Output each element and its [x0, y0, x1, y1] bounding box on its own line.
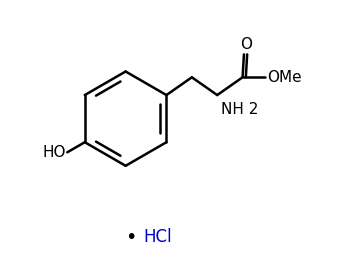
Text: HCl: HCl: [144, 228, 172, 246]
Text: HO: HO: [42, 145, 66, 160]
Text: NH 2: NH 2: [221, 102, 258, 117]
Text: O: O: [241, 37, 252, 52]
Text: •: •: [125, 228, 137, 247]
Text: OMe: OMe: [267, 70, 302, 85]
